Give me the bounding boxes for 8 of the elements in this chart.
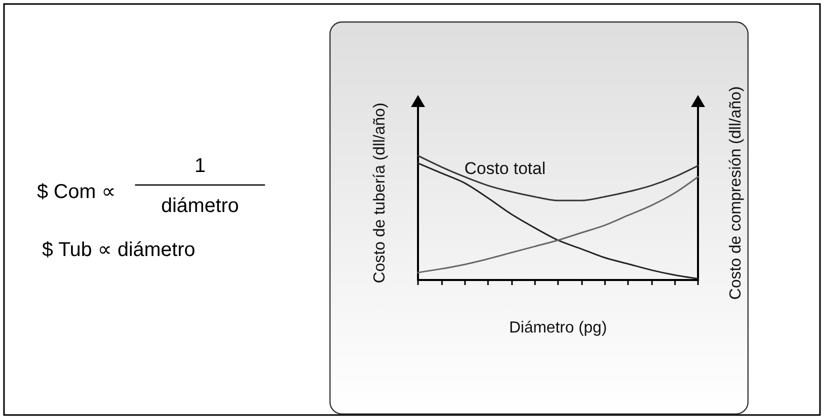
series-label: Costo total (464, 159, 546, 178)
y2-axis-title: Costo de compresión (dll/año) (728, 86, 744, 300)
text: diámetro (161, 195, 239, 217)
y-axis-title: Costo de tubería (dll/año) (372, 102, 388, 284)
text: $ Com ∝ (37, 181, 116, 203)
text: $ Tub ∝ diámetro (42, 239, 196, 261)
x-axis-title: Diámetro (pg) (509, 320, 607, 336)
text: 1 (194, 155, 206, 177)
